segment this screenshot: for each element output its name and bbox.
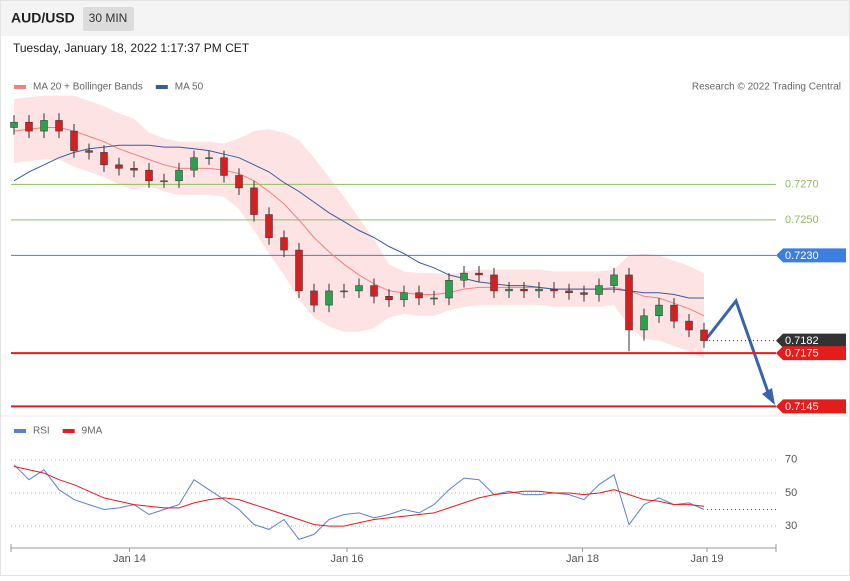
candle-body bbox=[85, 150, 93, 153]
candle-body bbox=[145, 169, 153, 182]
header-bar bbox=[1, 1, 849, 36]
forecast-arrow-head bbox=[762, 388, 775, 405]
candle-body bbox=[175, 169, 183, 182]
x-tick-label: Jan 19 bbox=[690, 553, 723, 565]
candle-body bbox=[235, 175, 243, 189]
level-label: 0.7145 bbox=[785, 401, 819, 413]
timestamp: Tuesday, January 18, 2022 1:17:37 PM CET bbox=[13, 41, 250, 55]
y-tick-label: 70 bbox=[785, 454, 797, 466]
legend-label: MA 20 + Bollinger Bands bbox=[33, 82, 143, 93]
bollinger-band bbox=[14, 95, 704, 359]
x-tick-label: Jan 18 bbox=[566, 553, 599, 565]
candle-body bbox=[385, 295, 393, 301]
candle-body bbox=[325, 290, 333, 306]
legend-swatch bbox=[155, 85, 168, 89]
candle-body bbox=[550, 288, 558, 292]
legend-swatch bbox=[62, 429, 75, 433]
candle-body bbox=[400, 292, 408, 301]
symbol: AUD/USD bbox=[11, 10, 75, 26]
candle-body bbox=[55, 120, 63, 132]
candle-body bbox=[100, 152, 108, 166]
candle-body bbox=[685, 320, 693, 331]
candle-body bbox=[280, 237, 288, 251]
candle-body bbox=[475, 272, 483, 276]
level-label-box bbox=[776, 248, 846, 263]
level-label-box bbox=[776, 399, 846, 414]
candle-body bbox=[130, 168, 138, 171]
candle-body bbox=[370, 285, 378, 297]
y-tick-label: 50 bbox=[785, 487, 797, 499]
candle-body bbox=[265, 214, 273, 238]
candle-body bbox=[25, 121, 33, 132]
timeframe[interactable]: 30 MIN bbox=[89, 11, 128, 25]
candle-body bbox=[565, 290, 573, 293]
candle-body bbox=[490, 274, 498, 292]
candle-body bbox=[505, 288, 513, 292]
level-label: 0.7175 bbox=[785, 347, 819, 359]
candle-body bbox=[190, 157, 198, 171]
credit: Research © 2022 Trading Central bbox=[692, 82, 841, 93]
forecast-arrow bbox=[705, 297, 772, 399]
candle-body bbox=[640, 315, 648, 331]
indicator-line bbox=[13, 464, 705, 540]
candle-body bbox=[310, 290, 318, 306]
candle-body bbox=[220, 157, 228, 176]
candle-body bbox=[610, 274, 618, 286]
candle-body bbox=[70, 130, 78, 151]
indicator-line bbox=[13, 466, 705, 527]
candle-body bbox=[295, 249, 303, 292]
level-label-box bbox=[776, 346, 846, 361]
candle-body bbox=[40, 120, 48, 132]
x-tick-label: Jan 14 bbox=[113, 553, 146, 565]
candle-body bbox=[250, 187, 258, 215]
level-label: 0.7270 bbox=[785, 178, 819, 190]
legend-swatch bbox=[14, 85, 26, 89]
candle-body bbox=[445, 280, 453, 299]
candle-body bbox=[355, 285, 363, 292]
candle-body bbox=[670, 304, 678, 322]
candle-body bbox=[700, 329, 708, 341]
legend-label: RSI bbox=[33, 426, 50, 437]
legend-label: 9MA bbox=[82, 426, 103, 437]
timeframe-badge[interactable] bbox=[83, 7, 134, 31]
candle-body bbox=[430, 297, 438, 300]
candle-body bbox=[595, 285, 603, 295]
moving-average bbox=[13, 144, 704, 299]
level-label: 0.7230 bbox=[785, 250, 819, 262]
legend-swatch bbox=[14, 429, 26, 433]
candle-body bbox=[520, 288, 528, 292]
level-label: 0.7250 bbox=[785, 214, 819, 226]
x-tick-label: Jan 16 bbox=[330, 553, 363, 565]
candle-body bbox=[415, 292, 423, 299]
candle-body bbox=[205, 157, 213, 159]
candle-body bbox=[625, 274, 633, 331]
level-label-box bbox=[776, 333, 846, 348]
candle-body bbox=[340, 290, 348, 293]
candle-body bbox=[535, 288, 543, 292]
y-tick-label: 30 bbox=[785, 520, 797, 532]
candle-body bbox=[580, 292, 588, 295]
candle-body bbox=[460, 272, 468, 281]
candle-body bbox=[655, 304, 663, 317]
candle-body bbox=[115, 164, 123, 169]
candle-body bbox=[10, 121, 18, 128]
level-label: 0.7182 bbox=[785, 335, 819, 347]
legend-label: MA 50 bbox=[175, 82, 204, 93]
candle-body bbox=[160, 180, 168, 183]
